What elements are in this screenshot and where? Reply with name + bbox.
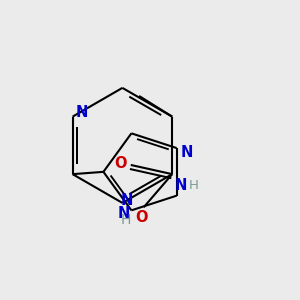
Text: N: N xyxy=(76,106,88,121)
Text: N: N xyxy=(181,145,193,160)
Text: H: H xyxy=(121,213,131,227)
Text: O: O xyxy=(135,210,148,225)
Text: N: N xyxy=(117,206,130,221)
Text: N: N xyxy=(121,193,133,208)
Text: N: N xyxy=(174,178,187,193)
Text: H: H xyxy=(189,179,199,192)
Text: O: O xyxy=(114,156,127,171)
